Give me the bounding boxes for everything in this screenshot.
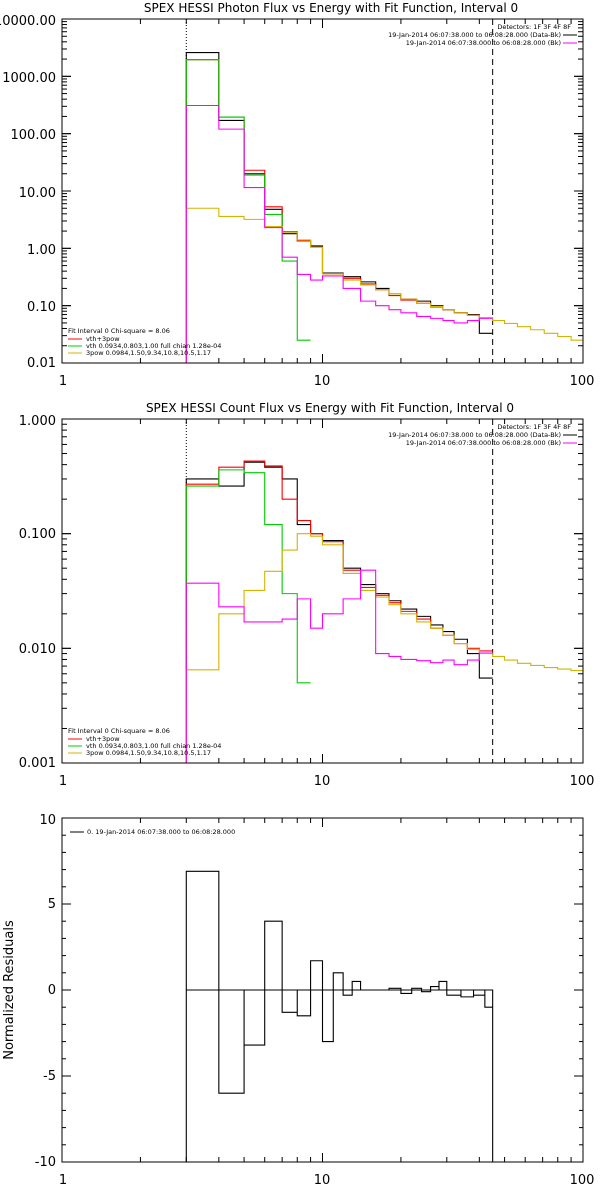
photon-legend-right: Detectors: 1F 3F 4F 8F 19-Jan-2014 06:07… [388,23,577,47]
photon-legend-detectors: Detectors: 1F 3F 4F 8F [497,23,571,31]
residuals-y-tick-label: 10 [39,813,56,828]
photon-y-tick-label: 0.10 [27,300,56,315]
photon-y-tick-label: 100.00 [11,128,57,143]
count-title: SPEX HESSI Count Flux vs Energy with Fit… [146,401,514,415]
count-legend-vth3pow: vth+3pow [86,735,120,743]
count-axes: 1 10 100 0.001 0.010 0.100 1.000 [19,414,595,789]
count-flux-panel: SPEX HESSI Count Flux vs Energy with Fit… [19,401,595,789]
count-x-tick-label: 10 [314,774,331,789]
photon-legend-data-bk: 19-Jan-2014 06:07:38.000 to 06:08:28.000… [388,31,561,39]
photon-title: SPEX HESSI Photon Flux vs Energy with Fi… [144,1,518,15]
photon-plot-area [61,18,584,364]
count-legend-fit-interval: Fit Interval 0 Chi-square = 8.06 [68,727,170,735]
residuals-x-tick-label: 10 [314,1173,331,1188]
photon-legend-left: Fit Interval 0 Chi-square = 8.06 vth+3po… [68,327,221,357]
count-y-tick-label: 0.001 [19,756,56,771]
photon-y-tick-label: 10000.00 [0,14,56,29]
residuals-x-tick-label: 1 [59,1173,67,1188]
count-series-data-bk [185,461,493,763]
count-y-tick-label: 0.010 [19,642,56,657]
residuals-panel: 1 10 100 -10 -5 0 5 10 Normalized Residu… [2,813,594,1188]
count-legend-3pow: 3pow 0.0984,1.50,9.34,10.8,10.5,1.17 [86,749,211,757]
count-series-3pow [185,533,583,763]
photon-flux-panel: SPEX HESSI Photon Flux vs Energy with Fi… [0,1,594,389]
count-x-tick-label: 1 [59,774,67,789]
photon-x-tick-label: 1 [59,374,67,389]
residuals-y-tick-label: -10 [35,1155,56,1170]
residuals-legend: 0. 19-Jan-2014 06:07:38.000 to 06:08:28.… [70,828,235,836]
count-y-tick-label: 0.100 [19,527,56,542]
photon-y-tick-label: 1000.00 [2,71,56,86]
residuals-plot-area [61,817,584,1163]
photon-tick-marks [61,18,584,364]
photon-x-tick-label: 100 [570,374,595,389]
photon-y-tick-label: 0.01 [27,356,56,371]
photon-legend-fit-interval: Fit Interval 0 Chi-square = 8.06 [68,327,170,335]
count-series-vth [185,469,311,763]
residuals-axes: 1 10 100 -10 -5 0 5 10 Normalized Residu… [2,813,594,1188]
count-legend-vth: vth 0.0934,0.803,1.00 full chian 1.28e-0… [86,742,221,750]
photon-axes-frame [61,18,584,364]
count-axes-frame [61,418,584,764]
count-y-tick-label: 1.000 [19,414,56,429]
count-legend-detectors: Detectors: 1F 3F 4F 8F [497,423,571,431]
residuals-y-tick-label: 0 [48,983,56,998]
photon-y-tick-label: 10.00 [19,186,56,201]
count-legend-right: Detectors: 1F 3F 4F 8F 19-Jan-2014 06:07… [388,423,577,447]
residuals-x-tick-label: 100 [570,1173,595,1188]
count-legend-bk: 19-Jan-2014 06:07:38.000 to 06:08:28.000… [406,439,561,447]
photon-series-data-bk [185,51,493,363]
residuals-y-axis-label: Normalized Residuals [2,920,17,1060]
residuals-y-tick-label: 5 [48,897,56,912]
count-series-vth-3pow [185,460,493,763]
photon-legend-bk: 19-Jan-2014 06:07:38.000 to 06:08:28.000… [406,39,561,47]
count-x-tick-label: 100 [570,774,595,789]
residuals-series-residuals [185,870,494,1162]
photon-series-3pow [185,207,583,363]
photon-legend-3pow: 3pow 0.0984,1.50,9.34,10.8,10.5,1.17 [86,349,211,357]
photon-axes: 1 10 100 0.01 0.10 1.00 10.00 100.00 100… [0,14,594,389]
count-legend-left: Fit Interval 0 Chi-square = 8.06 vth+3po… [68,727,221,757]
photon-series-bk [185,104,493,363]
residuals-axes-frame [61,817,584,1163]
count-plot-area [61,418,584,764]
photon-y-tick-label: 1.00 [27,243,56,258]
photon-series-vth-3pow [185,59,493,363]
count-legend-data-bk: 19-Jan-2014 06:07:38.000 to 06:08:28.000… [388,431,561,439]
photon-x-tick-label: 10 [314,374,331,389]
residuals-y-tick-label: -5 [43,1069,56,1084]
residuals-legend-label: 0. 19-Jan-2014 06:07:38.000 to 06:08:28.… [87,828,235,836]
photon-legend-vth: vth 0.0934,0.803,1.00 full chian 1.28e-0… [86,342,221,350]
count-tick-marks [61,418,584,764]
photon-legend-vth3pow: vth+3pow [86,335,120,343]
count-series-bk [185,569,493,763]
